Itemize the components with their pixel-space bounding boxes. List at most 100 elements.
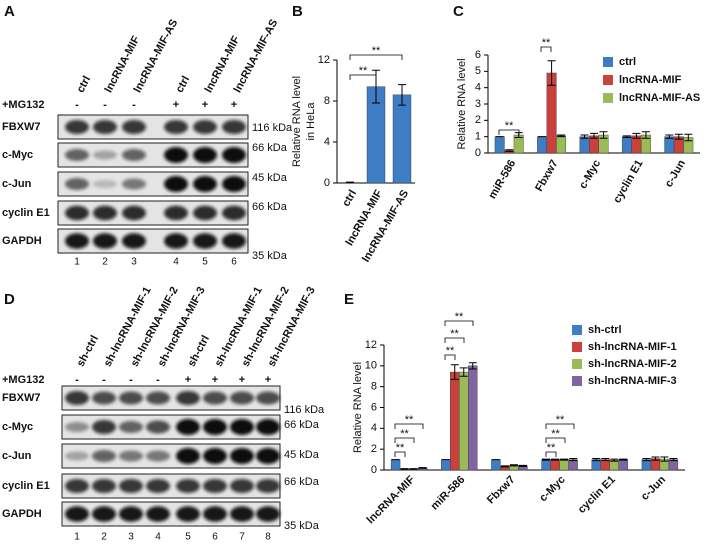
y-tick-label: 6 xyxy=(475,49,481,61)
lane-number: 4 xyxy=(173,257,179,268)
blot-band xyxy=(176,391,200,405)
y-tick-label: 12 xyxy=(318,54,330,66)
treatment-sign: - xyxy=(132,99,136,111)
blot-band xyxy=(122,149,146,161)
blot-band xyxy=(65,120,89,134)
lane-label: sh-lncRNA-MIF-1 xyxy=(213,285,265,369)
blot-band xyxy=(146,506,170,522)
treatment-sign: - xyxy=(103,99,107,111)
bar xyxy=(541,459,551,471)
bar xyxy=(559,459,569,471)
blot-band xyxy=(65,178,89,190)
marker-label: 35 kDa xyxy=(284,520,320,532)
marker-label: 45 kDa xyxy=(252,172,288,184)
marker-label: 66 kDa xyxy=(284,476,320,488)
error-bar xyxy=(619,458,628,461)
blot-band xyxy=(193,147,217,163)
blot-band xyxy=(176,419,200,435)
blot-band xyxy=(122,205,146,221)
y-tick-label: 4 xyxy=(371,422,377,434)
lane-label: ctrl xyxy=(174,74,193,95)
blot-band xyxy=(65,422,89,432)
error-bar xyxy=(509,464,518,467)
y-tick-label: 0 xyxy=(324,177,330,189)
significance-bracket xyxy=(545,423,575,429)
legend-swatch xyxy=(572,376,582,386)
error-bar xyxy=(459,367,468,377)
x-tick-label: Fbxw7 xyxy=(533,158,561,194)
x-tick-label: cyclin E1 xyxy=(611,158,645,205)
lane-number: 6 xyxy=(212,532,218,543)
marker-label: 116 kDa xyxy=(252,122,293,134)
lane-number: 2 xyxy=(102,257,108,268)
legend-label: sh-lncRNA-MIF-3 xyxy=(588,375,677,387)
significance-label: ** xyxy=(547,442,556,454)
blot-band xyxy=(119,506,143,522)
y-axis-label: Relative RNA level xyxy=(291,76,303,167)
treatment-sign: + xyxy=(239,374,245,386)
legend-swatch xyxy=(603,75,613,85)
lane-number: 6 xyxy=(231,257,237,268)
x-tick-label: cyclin E1 xyxy=(576,474,618,516)
blot-band xyxy=(256,419,280,435)
panel-label: A xyxy=(4,3,15,20)
lane-label: lncRNA-MIF-AS xyxy=(232,17,281,94)
legend-swatch xyxy=(572,325,582,335)
blot-band xyxy=(222,176,246,192)
blot-band xyxy=(92,479,116,493)
bar xyxy=(579,136,590,154)
panel-label: E xyxy=(344,291,354,308)
bar xyxy=(664,136,675,154)
blot-row-label: GAPDH xyxy=(2,508,42,520)
legend-label: sh-lncRNA-MIF-2 xyxy=(588,358,677,370)
blot-band xyxy=(164,233,188,249)
y-tick-label: 4 xyxy=(475,82,481,94)
significance-label: ** xyxy=(450,328,459,340)
marker-label: 45 kDa xyxy=(284,449,320,461)
blot-band xyxy=(203,479,227,493)
y-tick-label: 10 xyxy=(365,360,377,372)
significance-bracket xyxy=(545,437,566,443)
significance-bracket xyxy=(444,320,474,326)
y-tick-label: 2 xyxy=(371,443,377,455)
marker-label: 66 kDa xyxy=(252,142,288,154)
error-bar xyxy=(592,458,601,462)
blot-band xyxy=(65,149,89,161)
blot-band xyxy=(92,420,116,434)
significance-bracket xyxy=(444,337,465,343)
treatment-sign: + xyxy=(212,374,218,386)
blot-band xyxy=(92,391,116,405)
error-bar xyxy=(450,364,459,380)
error-bar xyxy=(542,458,551,461)
blot-band xyxy=(222,205,246,221)
lane-label: sh-lncRNA-MIF-1 xyxy=(102,285,154,369)
error-bar xyxy=(551,458,560,461)
blot-band xyxy=(146,420,170,434)
blot-row-label: c-Myc xyxy=(2,421,33,433)
blot-band xyxy=(65,506,89,522)
significance-bracket xyxy=(444,354,456,360)
panel-label: C xyxy=(453,3,464,20)
legend-swatch xyxy=(603,57,613,67)
blot-band xyxy=(176,448,200,464)
significance-bracket xyxy=(498,129,520,135)
lane-number: 3 xyxy=(131,257,137,268)
legend-swatch xyxy=(603,93,613,103)
bar xyxy=(468,365,478,471)
blot-band xyxy=(256,391,280,405)
x-tick-label: miR-586 xyxy=(429,474,468,513)
significance-bracket xyxy=(394,451,406,457)
significance-label: ** xyxy=(505,120,514,132)
blot-row-label: c-Jun xyxy=(2,450,32,462)
significance-label: ** xyxy=(359,65,368,77)
significance-label: ** xyxy=(372,45,381,57)
blot-band xyxy=(119,479,143,493)
bar xyxy=(641,459,652,471)
y-tick-label: 0 xyxy=(371,464,377,476)
treatment-sign: + xyxy=(173,99,179,111)
y-tick-label: 12 xyxy=(365,339,377,351)
blot-band xyxy=(93,233,117,249)
error-bar xyxy=(468,362,477,370)
blot-row-label: FBXW7 xyxy=(2,121,41,133)
significance-label: ** xyxy=(396,442,405,454)
